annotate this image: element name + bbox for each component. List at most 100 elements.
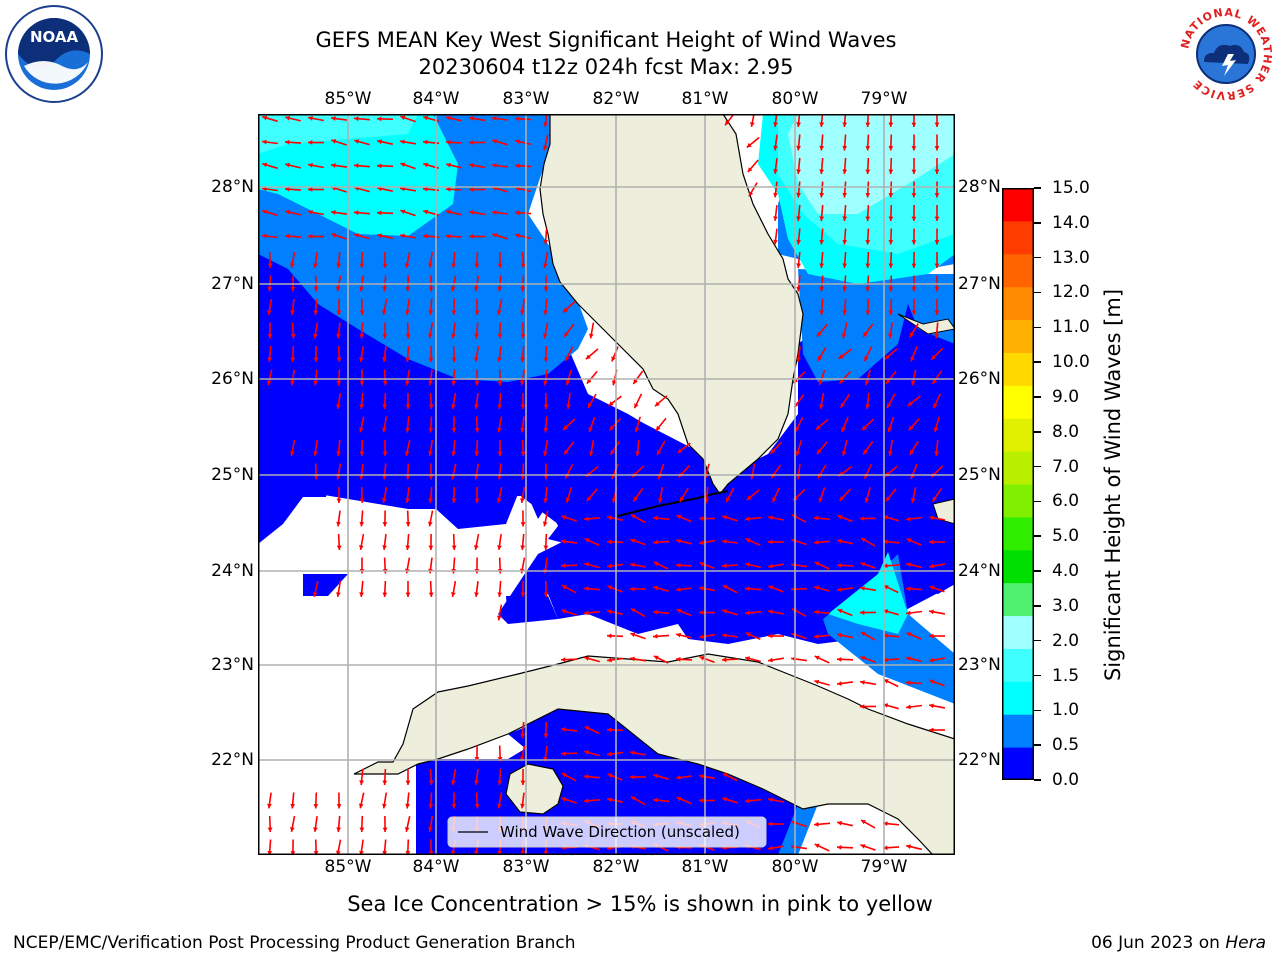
wave-direction-arrow [336, 486, 342, 504]
wave-direction-arrow [676, 608, 692, 617]
wave-direction-arrow [906, 844, 922, 851]
wave-direction-arrow [814, 655, 830, 664]
wave-direction-arrow [606, 633, 624, 639]
wave-direction-arrow [514, 163, 532, 169]
wave-direction-arrow [428, 839, 434, 855]
wave-direction-arrow [836, 587, 854, 592]
wave-direction-arrow [290, 369, 296, 386]
svg-text:NOAA: NOAA [30, 28, 79, 46]
wave-direction-arrow [404, 440, 411, 456]
wave-direction-arrow [405, 533, 411, 551]
wave-direction-arrow [911, 204, 917, 222]
wave-direction-arrow [290, 839, 296, 855]
wave-direction-arrow [400, 209, 416, 217]
wave-direction-arrow [630, 513, 646, 524]
wave-direction-arrow [491, 163, 509, 168]
colorbar-tick-mark [1034, 291, 1041, 294]
wave-direction-arrow [589, 439, 595, 457]
colorbar-tick-mark [1034, 779, 1041, 781]
wave-direction-arrow [313, 439, 318, 457]
wave-direction-arrow [882, 563, 900, 569]
wave-direction-arrow [543, 251, 549, 269]
wave-direction-arrow [905, 586, 923, 592]
map-frame [258, 114, 955, 855]
wave-direction-arrow [859, 610, 877, 615]
wave-direction-arrow [888, 322, 894, 339]
colorbar-tick-label: 1.5 [1052, 665, 1080, 686]
longitude-label-bottom: 81°W [681, 857, 729, 877]
noaa-logo: NOAA [4, 4, 104, 104]
wave-direction-arrow [428, 510, 434, 527]
wave-direction-arrow [910, 487, 917, 503]
wave-direction-arrow [469, 187, 485, 192]
wave-direction-arrow [584, 537, 600, 547]
wave-direction-arrow [699, 516, 715, 521]
colorbar-tick-mark [1034, 639, 1041, 642]
wave-direction-arrow [285, 209, 301, 216]
wave-direction-arrow [859, 586, 877, 592]
wave-direction-arrow [359, 251, 365, 269]
wave-direction-arrow [934, 114, 940, 127]
wave-direction-arrow [336, 439, 342, 457]
wave-direction-arrow [474, 298, 480, 316]
wave-direction-arrow [336, 251, 342, 269]
wave-direction-arrow [653, 773, 669, 780]
wave-direction-arrow [514, 116, 532, 122]
wave-direction-arrow [629, 750, 647, 756]
wave-direction-arrow [813, 539, 831, 545]
chart-title: GEFS MEAN Key West Significant Height of… [315, 28, 897, 52]
wave-direction-arrow [928, 563, 946, 569]
wave-direction-arrow [497, 440, 503, 456]
colorbar-tick-mark [1034, 361, 1041, 363]
wave-direction-arrow [285, 162, 301, 169]
colorbar-tick-mark [1034, 187, 1041, 189]
wave-direction-arrow [882, 657, 900, 663]
wave-direction-arrow [376, 116, 394, 122]
wave-direction-arrow [814, 585, 830, 592]
wave-direction-arrow [290, 322, 296, 339]
footer-credit: NCEP/EMC/Verification Post Processing Pr… [13, 933, 576, 953]
wave-direction-arrow [428, 322, 434, 339]
wave-direction-arrow [468, 163, 486, 169]
wave-direction-arrow [451, 392, 457, 410]
wave-direction-arrow [543, 345, 549, 363]
wave-direction-arrow [888, 204, 894, 222]
wave-direction-arrow [428, 815, 434, 833]
wave-direction-arrow [607, 609, 623, 615]
wave-direction-arrow [267, 815, 273, 833]
wave-direction-arrow [445, 233, 463, 239]
wave-direction-arrow [400, 162, 416, 170]
wave-direction-arrow [520, 792, 525, 809]
wave-direction-arrow [330, 210, 348, 215]
wave-direction-arrow [836, 657, 854, 662]
wave-direction-arrow [745, 562, 761, 569]
wave-direction-arrow [929, 727, 945, 733]
wave-direction-arrow [885, 488, 897, 502]
wave-direction-arrow [745, 656, 761, 663]
wave-direction-arrow [934, 134, 940, 151]
colorbar-tick-mark [1034, 326, 1041, 329]
wave-direction-arrow [859, 704, 877, 709]
wave-direction-arrow [796, 463, 801, 480]
wave-direction-arrow [583, 798, 601, 804]
wave-direction-arrow [606, 563, 624, 569]
wave-direction-arrow [931, 487, 943, 503]
wave-direction-arrow [290, 439, 296, 457]
wave-direction-arrow [633, 393, 643, 409]
wave-direction-arrow [819, 392, 825, 410]
wave-direction-arrow [468, 116, 486, 122]
wave-direction-arrow [611, 346, 619, 362]
wave-direction-arrow [721, 633, 739, 638]
wave-direction-arrow [520, 510, 526, 527]
wave-direction-arrow [679, 487, 689, 503]
wave-direction-arrow [290, 345, 296, 363]
wave-direction-arrow [451, 369, 457, 386]
wave-direction-arrow [882, 845, 900, 851]
wave-direction-arrow [474, 792, 480, 809]
latitude-label-right: 27°N [958, 274, 1001, 294]
wave-direction-arrow [842, 228, 848, 245]
wave-direction-arrow [888, 181, 894, 198]
colorbar-tick-label: 12.0 [1052, 282, 1090, 303]
wave-direction-arrow [909, 323, 919, 338]
wave-direction-arrow [313, 251, 318, 269]
